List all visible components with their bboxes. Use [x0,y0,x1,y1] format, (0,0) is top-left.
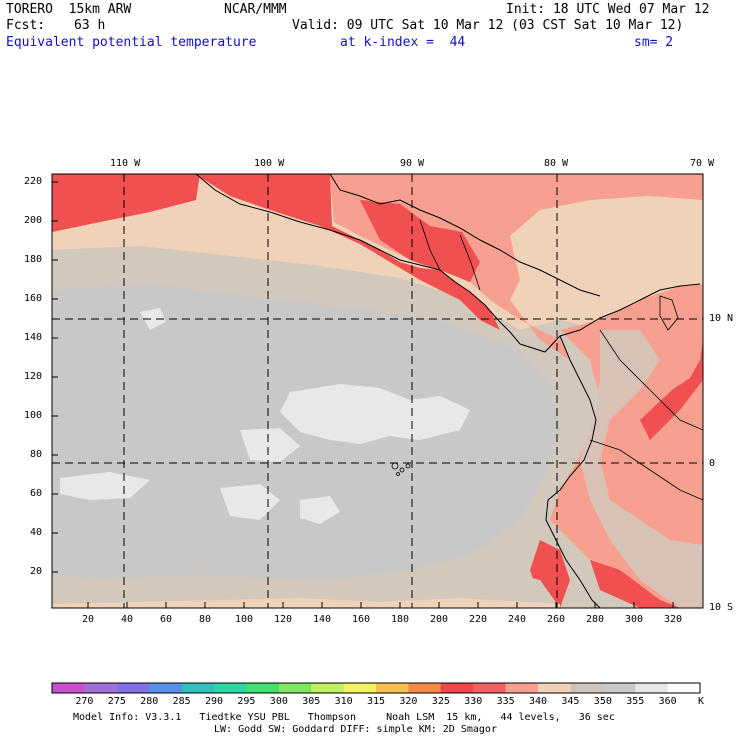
warm-red-mexico [195,174,500,330]
colorbar-label: 315 [367,696,386,707]
coastline-south-america [519,283,701,608]
model-info-line1: Model Info: V3.3.1 Tiedtke YSU PBL Thomp… [73,712,615,723]
warm-band-south [52,570,560,608]
light-patch-2 [240,428,300,462]
x-label: 180 [391,614,410,625]
x-label: 140 [313,614,332,625]
x-label: 20 [82,614,95,625]
light-patch-3 [60,472,150,500]
y-label: 20 [30,566,43,577]
colorbar-label: 290 [205,696,224,707]
colorbar-label: 325 [431,696,450,707]
lat-label-0: 0 [709,458,716,469]
x-label: 160 [352,614,371,625]
colorbar-label: 340 [529,696,548,707]
x-label: 80 [199,614,212,625]
x-label: 300 [625,614,644,625]
colorbar-label: 300 [269,696,288,707]
colorbar-label: 335 [496,696,515,707]
forecast-label: Fcst: [6,18,46,33]
y-label: 200 [24,215,43,226]
lat-label-10s: 10 S [709,602,734,613]
valid-time: Valid: 09 UTC Sat 10 Mar 12 (03 CST Sat … [292,18,684,33]
colorbar-label: 355 [626,696,645,707]
lon-label-80w: 80 W [544,158,569,169]
light-patch-4 [220,484,280,520]
colorbar-label: 275 [107,696,126,707]
colorbar-label: 285 [172,696,191,707]
lon-label-70w: 70 W [690,158,715,169]
coastline-mexico [195,174,521,345]
pink-central-america [330,174,703,360]
init-time: Init: 18 UTC Wed 07 Mar 12 [506,2,710,17]
colorbar-label: 345 [561,696,580,707]
warm-red-nw [52,174,200,232]
lon-label-100w: 100 W [254,158,285,169]
x-label: 240 [508,614,527,625]
y-label: 220 [24,176,43,187]
forecast-hour: 63 h [74,18,106,33]
model-info-line2: LW: Godd SW: Goddard DIFF: simple KM: 2D… [214,724,497,735]
gray-interior-se [580,330,703,608]
colorbar-label: 295 [237,696,256,707]
coastline-caribbean [329,174,601,297]
axis-ticks [52,181,674,608]
org-label: NCAR/MMM [224,2,287,17]
warm-red-andes [640,340,703,440]
y-label: 80 [30,449,43,460]
colorbar-label: 280 [140,696,159,707]
x-label: 320 [664,614,683,625]
colorbar-unit: K [698,696,705,707]
colorbar-label: 305 [302,696,321,707]
colorbar-label: 320 [399,696,418,707]
colorbar-label: 270 [75,696,94,707]
x-label: 60 [160,614,173,625]
map-frame [51,173,704,609]
light-patch-6 [140,308,166,330]
y-label: 140 [24,332,43,343]
level-index: at k-index = 44 [340,35,466,50]
lon-label-110w: 110 W [110,158,141,169]
lake-maracaibo [659,295,679,331]
x-label: 200 [430,614,449,625]
lon-label-90w: 90 W [400,158,425,169]
x-label: 260 [547,614,566,625]
y-label: 40 [30,527,43,538]
colorbar-label: 330 [464,696,483,707]
warm-red-peru [590,560,680,608]
colorbar-label: 350 [593,696,612,707]
x-label: 220 [469,614,488,625]
lat-label-10n: 10 N [709,313,734,324]
x-label: 120 [274,614,293,625]
field-name: Equivalent potential temperature [6,35,257,50]
y-label: 60 [30,488,43,499]
x-label: 100 [235,614,254,625]
smoothing-value: sm= 2 [634,35,674,50]
gray-ocean [52,284,560,585]
pink-south-america [550,284,703,608]
lonlat-grid [52,174,703,608]
x-label: 280 [586,614,605,625]
light-patch-5 [300,496,340,524]
light-patch-1 [280,384,470,444]
border-lines [419,219,703,501]
colorbar-label: 360 [658,696,677,707]
x-label: 40 [121,614,134,625]
model-title: TORERO 15km ARW [6,2,132,17]
y-label: 180 [24,254,43,265]
warm-red-caribbean [360,200,480,282]
peach-strip-south [52,598,560,608]
y-label: 160 [24,293,43,304]
colorbar-label: 310 [334,696,353,707]
y-label: 120 [24,371,43,382]
y-label: 100 [24,410,43,421]
map-field [52,174,703,608]
